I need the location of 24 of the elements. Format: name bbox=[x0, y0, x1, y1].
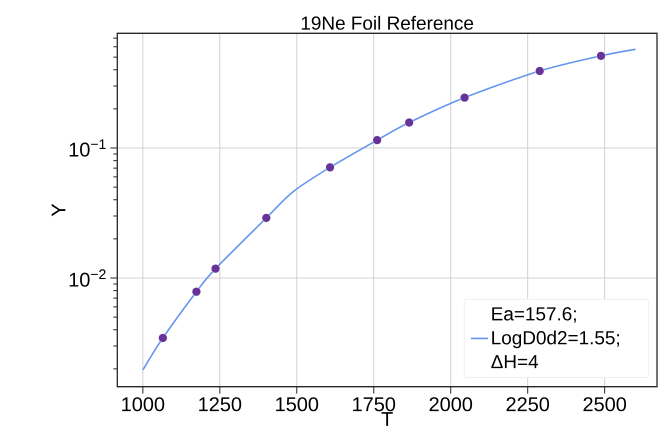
point bbox=[192, 287, 201, 296]
x-tick-label: 1750 bbox=[353, 397, 396, 412]
y-tick-label: 10$^{−1}$ bbox=[70, 139, 106, 157]
x-tick-label: 2250 bbox=[506, 397, 550, 412]
point bbox=[460, 93, 470, 102]
point bbox=[158, 333, 168, 342]
x-axis-title: T bbox=[382, 412, 393, 426]
x-tick-label: 2500 bbox=[584, 397, 626, 412]
point bbox=[596, 51, 606, 60]
y-axis-title: Y bbox=[52, 204, 66, 216]
point bbox=[535, 66, 544, 76]
x-tick-label: 2000 bbox=[430, 397, 472, 412]
point bbox=[404, 118, 414, 128]
point bbox=[326, 162, 335, 172]
x-tick-label: 1000 bbox=[122, 397, 164, 412]
chart-title: 19Ne Foil Reference bbox=[302, 16, 474, 30]
point bbox=[262, 213, 271, 222]
line-series bbox=[142, 48, 636, 371]
point bbox=[211, 264, 220, 274]
x-tick-label: 1250 bbox=[199, 397, 242, 412]
y-tick-label: 10$^{−2}$ bbox=[70, 269, 106, 287]
x-tick-label: 1500 bbox=[276, 397, 318, 412]
point bbox=[372, 136, 382, 145]
legend-label: Ea=157.6; LogD0d2=1.55; ΔH=4 bbox=[491, 307, 619, 368]
